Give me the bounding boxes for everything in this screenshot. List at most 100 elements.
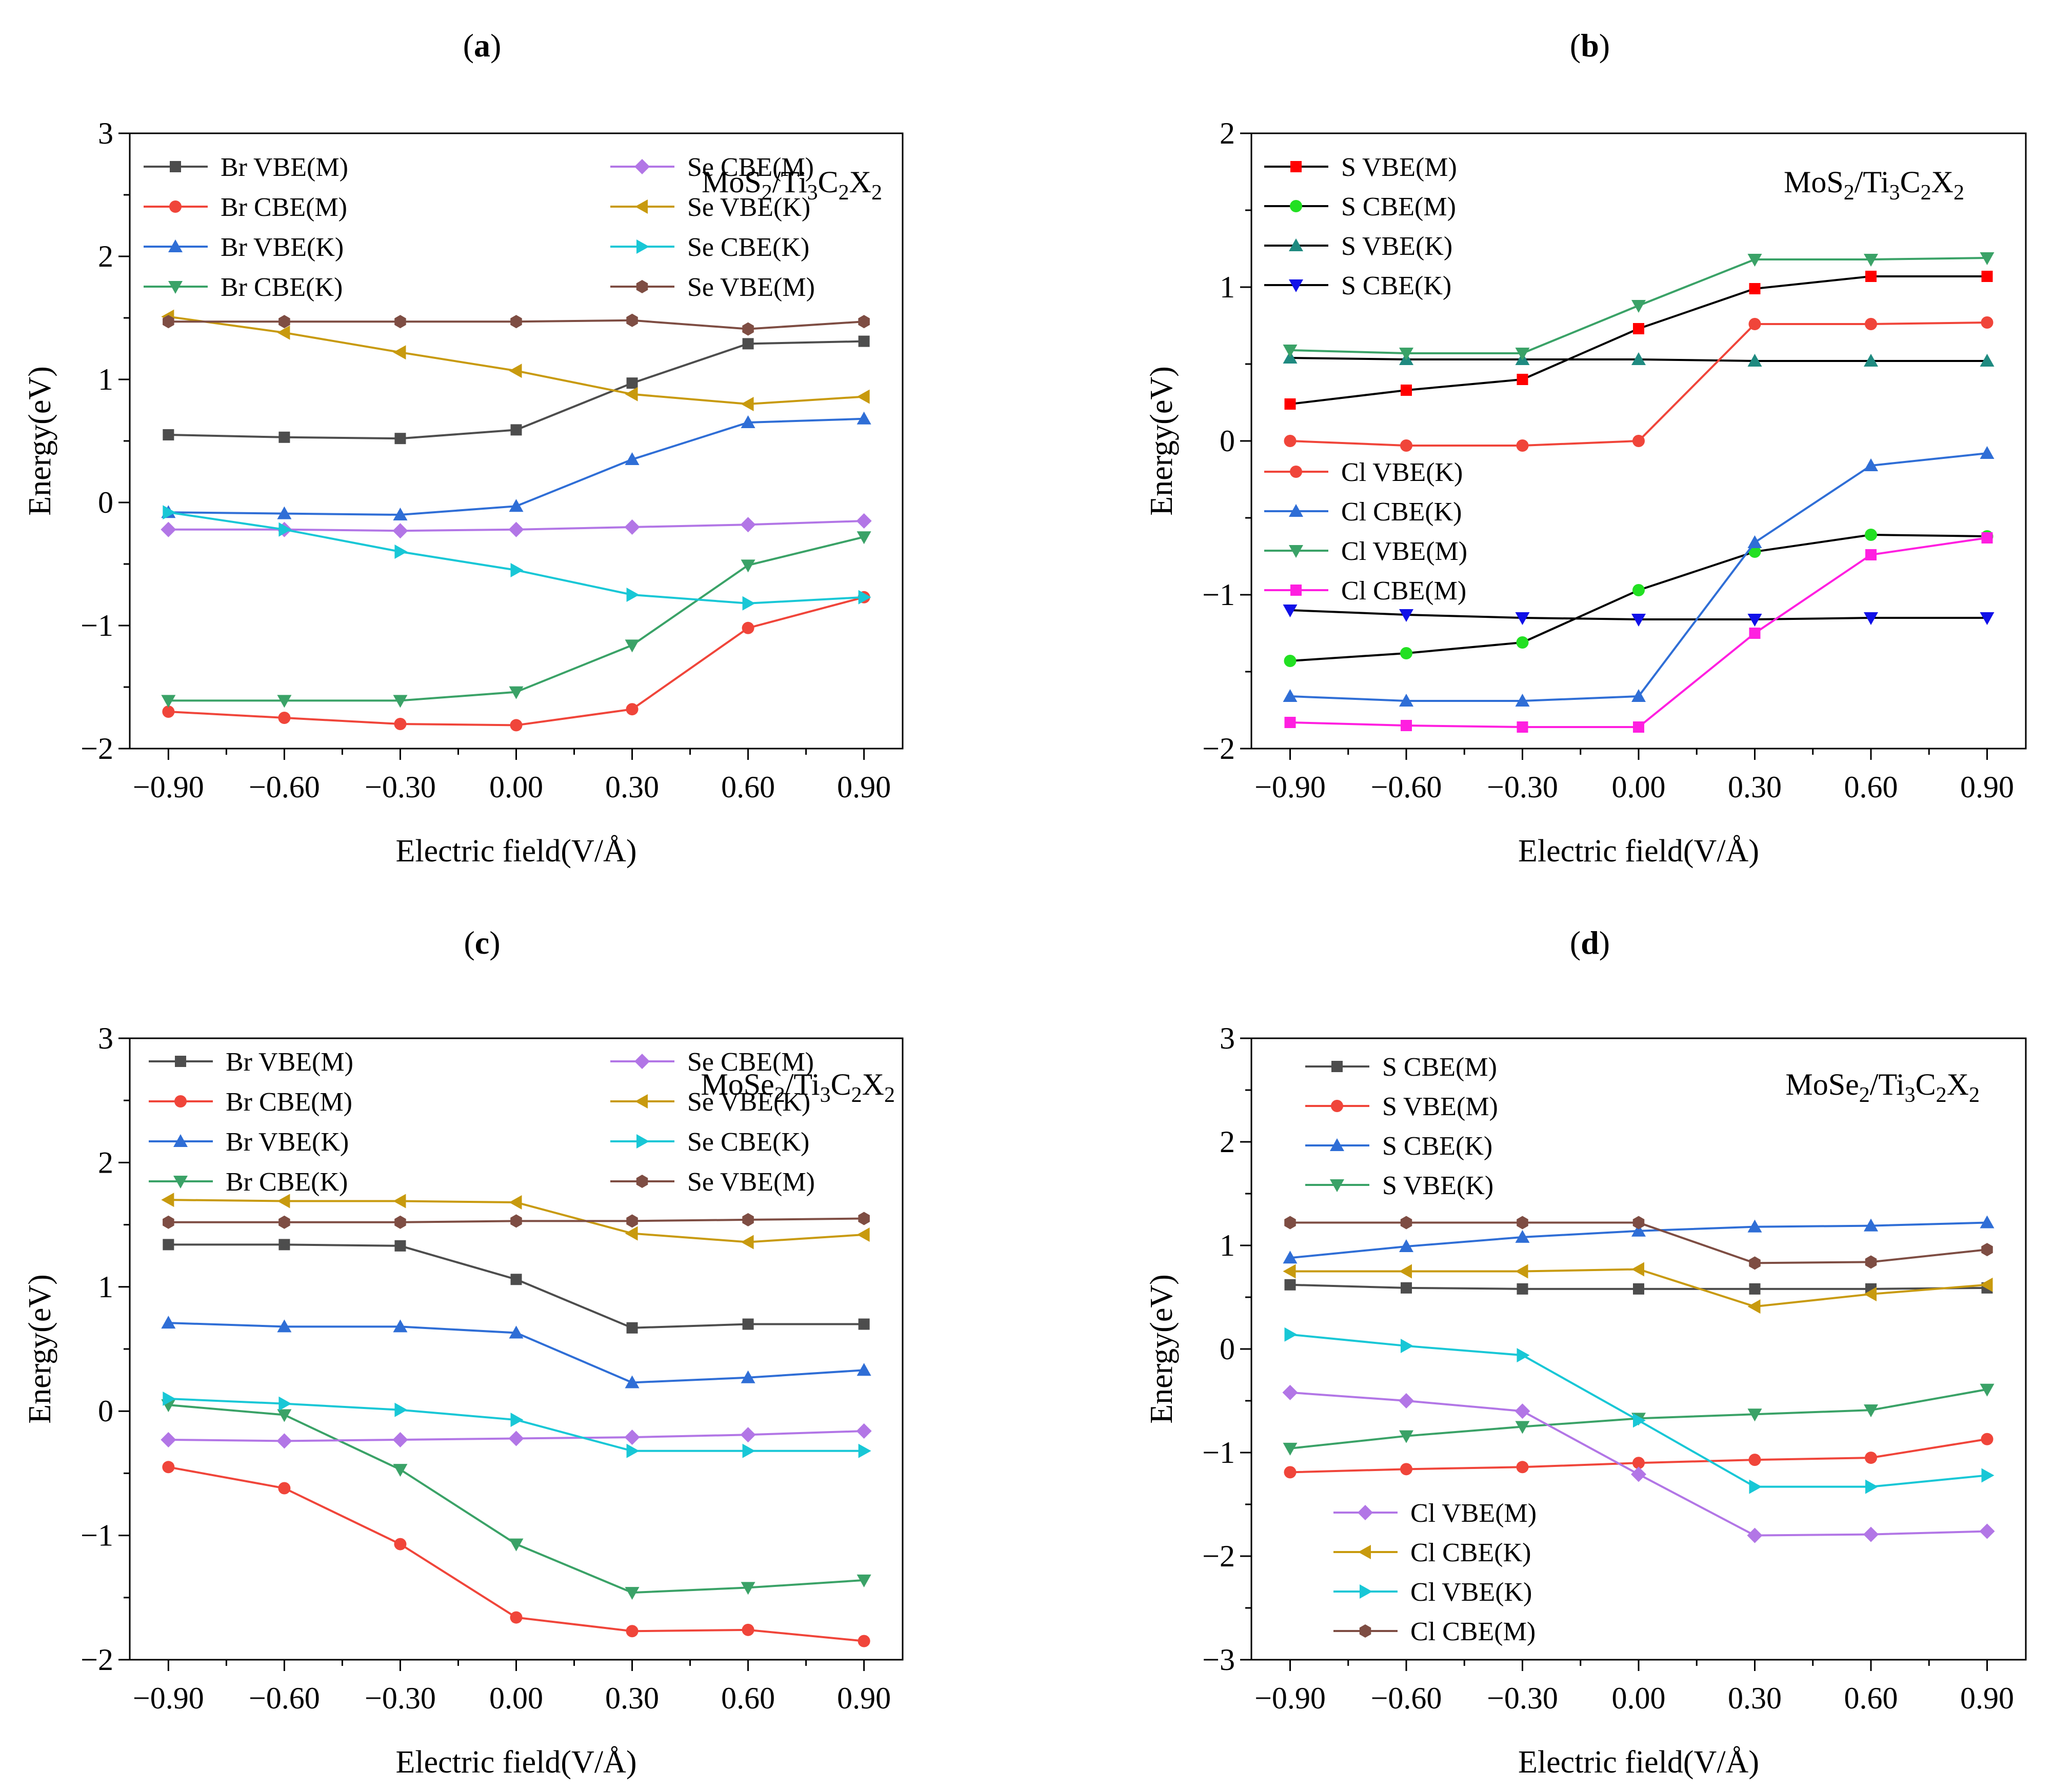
- data-point: [1980, 252, 1995, 265]
- data-point: [1979, 1523, 1995, 1539]
- x-axis-label: Electric field(V/Å): [1518, 1745, 1759, 1780]
- legend-label: Se VBE(K): [687, 1088, 810, 1117]
- data-point: [1516, 636, 1529, 649]
- data-point: [625, 639, 640, 653]
- y-tick-label: 1: [98, 363, 113, 396]
- data-point: [626, 1443, 640, 1458]
- x-tick-label: 0.00: [489, 1681, 543, 1715]
- data-point: [278, 522, 292, 537]
- y-tick-label: 0: [98, 486, 113, 519]
- legend-marker: [1360, 1584, 1372, 1599]
- x-tick-label: −0.60: [1371, 1681, 1442, 1715]
- x-tick-label: 0.90: [837, 770, 891, 804]
- data-point: [858, 1318, 870, 1330]
- legend-label: Br CBE(K): [226, 1167, 348, 1197]
- series-br-cbe-k-: [161, 531, 871, 708]
- plot-frame: [129, 132, 904, 750]
- x-tick-label: 0.30: [1728, 770, 1782, 804]
- legend-label: Br VBE(M): [221, 153, 348, 182]
- structure-annotation: MoSe2/Ti3C2X2: [1785, 1068, 1980, 1107]
- data-point: [858, 1212, 870, 1225]
- data-point: [1981, 1243, 1993, 1257]
- data-point: [1516, 1461, 1529, 1474]
- data-point: [1864, 354, 1878, 367]
- data-point: [856, 1363, 871, 1376]
- data-point: [1633, 323, 1644, 334]
- data-point: [624, 519, 640, 535]
- data-point: [1515, 1230, 1530, 1243]
- x-tick-label: −0.30: [365, 770, 436, 804]
- data-point: [1865, 529, 1877, 541]
- data-point: [1864, 612, 1878, 625]
- data-point: [1284, 1327, 1298, 1342]
- y-tick-label: −2: [81, 1643, 113, 1677]
- data-point: [625, 1226, 638, 1241]
- series-s-cbe-k-: [1283, 605, 1995, 627]
- legend-label: Se CBE(K): [687, 233, 809, 262]
- data-point: [742, 1213, 754, 1226]
- data-point: [278, 315, 290, 329]
- y-tick-label: 0: [1220, 424, 1235, 458]
- data-point: [1517, 1283, 1528, 1295]
- data-point: [1401, 720, 1412, 731]
- data-point: [625, 387, 638, 401]
- x-tick-label: −0.30: [1487, 770, 1558, 804]
- legend-label: Cl VBE(K): [1410, 1578, 1532, 1607]
- series-se-cbe-m-: [161, 1423, 872, 1449]
- legend-marker: [636, 1134, 649, 1149]
- legend-marker: [634, 1054, 650, 1069]
- y-tick-label: 1: [1220, 1229, 1235, 1262]
- data-point: [858, 335, 870, 347]
- legend-label: Br VBE(K): [221, 233, 344, 262]
- legend-label: Cl VBE(M): [1410, 1499, 1537, 1528]
- data-point: [1865, 1479, 1878, 1494]
- panel-title: (c): [464, 924, 500, 961]
- y-axis: −2 −1 0 1 2 3: [81, 1021, 130, 1677]
- data-point: [508, 1431, 524, 1446]
- y-tick-label: 2: [1220, 1125, 1235, 1159]
- legend-label: S CBE(M): [1382, 1053, 1497, 1082]
- data-point: [393, 508, 408, 520]
- data-point: [278, 431, 290, 443]
- panel-title: (d): [1570, 924, 1610, 961]
- data-point: [1864, 1404, 1878, 1418]
- x-tick-label: 0.60: [721, 1681, 775, 1715]
- series-line: [168, 340, 864, 440]
- legend-label: Se VBE(K): [687, 193, 810, 222]
- data-point: [1399, 1430, 1413, 1443]
- data-point: [1981, 316, 1994, 329]
- series-s-vbe-m-: [1284, 271, 1993, 410]
- x-tick-label: 0.30: [605, 1681, 659, 1715]
- data-point: [742, 322, 754, 336]
- data-point: [742, 596, 755, 611]
- legend-marker: [635, 199, 648, 214]
- y-tick-label: 3: [98, 116, 113, 150]
- legend-marker: [1290, 200, 1302, 212]
- series-s-vbe-k-: [1283, 351, 1995, 367]
- x-tick-label: −0.60: [249, 770, 320, 804]
- data-point: [1863, 1526, 1879, 1542]
- data-point: [1515, 612, 1530, 625]
- structure-annotation: MoS2/Ti3C2X2: [702, 165, 882, 205]
- data-point: [1865, 318, 1877, 330]
- legend-label: Br VBE(K): [226, 1127, 349, 1157]
- y-axis-label: Energy(eV): [23, 366, 57, 516]
- legend-marker: [634, 159, 650, 174]
- data-point: [624, 1429, 640, 1445]
- legend-label: Cl VBE(M): [1341, 537, 1467, 566]
- legend-marker: [636, 280, 648, 293]
- data-point: [1633, 721, 1644, 733]
- data-point: [394, 315, 406, 329]
- data-point: [856, 1227, 870, 1242]
- legend-marker: [1290, 466, 1302, 478]
- x-tick-label: −0.60: [1371, 770, 1442, 804]
- data-point: [1865, 1255, 1877, 1269]
- legend-label: Cl CBE(M): [1341, 576, 1466, 606]
- legend-label: S VBE(K): [1341, 232, 1452, 261]
- legend: Se CBE(M) Se VBE(K) Se CBE(K) Se VBE(M): [610, 1048, 815, 1197]
- data-point: [1980, 1383, 1995, 1397]
- series-line: [168, 315, 864, 406]
- panel-b: (b) −0.90 −0.60 −0.30 0.00 0.30 0.60 0.90 −2 −1 0 1…: [1144, 27, 2027, 869]
- data-point: [741, 1235, 754, 1250]
